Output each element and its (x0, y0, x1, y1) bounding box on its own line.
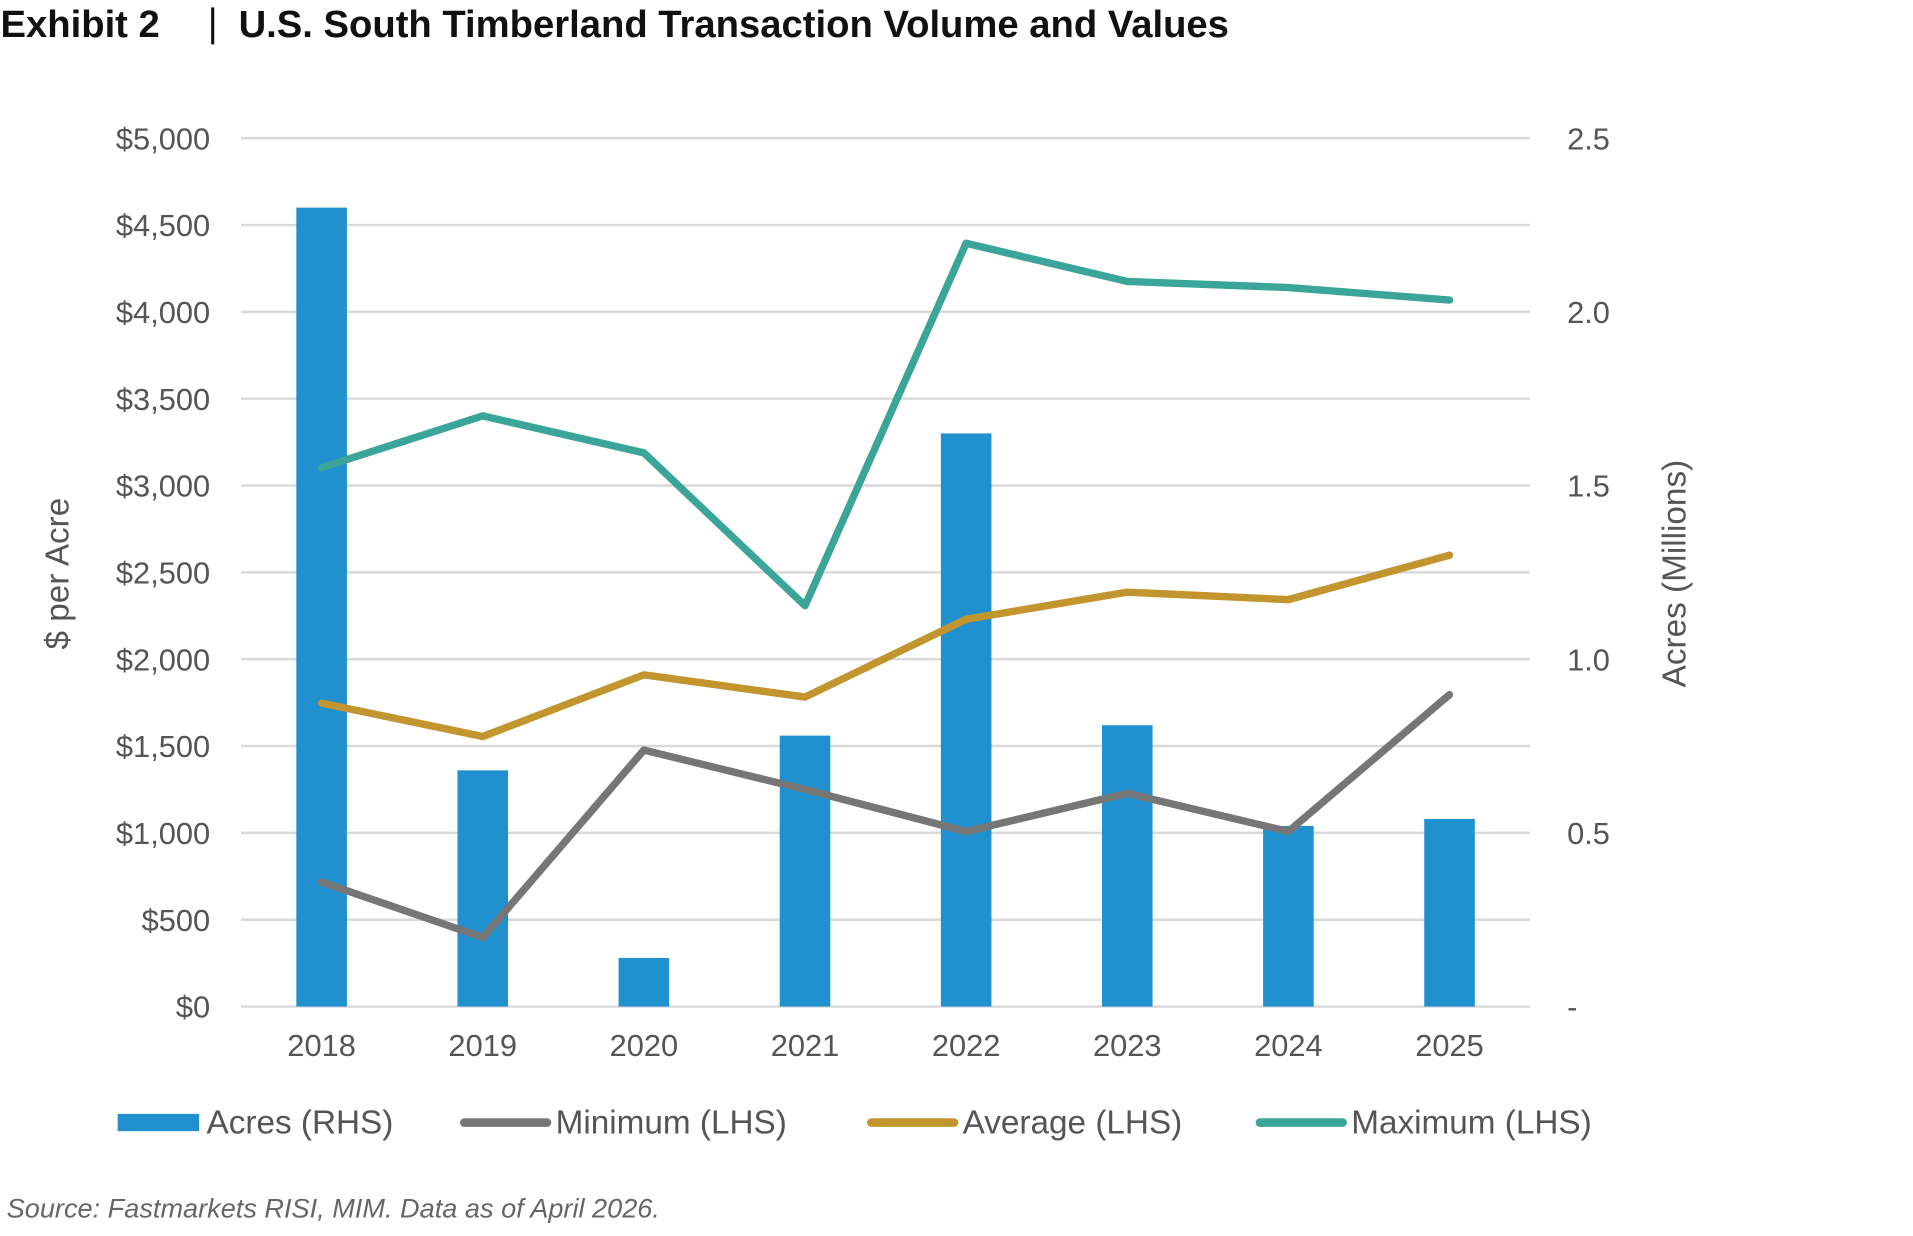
lines (317, 239, 1454, 942)
bars (296, 207, 1475, 1007)
legend: Acres (RHS) Minimum (LHS) Average (LHS) Max… (117, 1105, 1592, 1142)
gridlines (241, 136, 1531, 1008)
y2-axis-label: Acres (Millions) (1657, 460, 1694, 688)
x-tick-label: 2019 (448, 1028, 517, 1063)
legend-label: Maximum (LHS) (1351, 1105, 1592, 1142)
y-tick-label: $2,000 (116, 642, 210, 677)
legend-item: Maximum (LHS) (1255, 1105, 1592, 1142)
chart-title: U.S. South Timberland Transaction Volume… (239, 3, 1229, 46)
bar-acres (618, 957, 670, 1007)
y-axis-left: $0 $500 $1,000 $1,500 $2,000 $2,500 $3,000 $3,5… (116, 121, 210, 1024)
y-tick-label: $2,500 (116, 555, 210, 590)
x-tick-label: 2025 (1415, 1028, 1484, 1063)
y-tick-label: $5,000 (116, 121, 210, 156)
bar-acres (457, 770, 509, 1007)
y-tick-label: $3,500 (116, 382, 210, 417)
line-maximum (317, 239, 1454, 610)
bar-acres (296, 207, 347, 1007)
y2-tick-label: 1.5 (1567, 469, 1610, 504)
x-axis: 2018 2019 2020 2021 2022 2023 2024 2025 (287, 1028, 1484, 1063)
y2-tick-label: 2.5 (1567, 121, 1610, 156)
line-minimum (317, 690, 1454, 942)
y2-tick-label: - (1567, 990, 1577, 1025)
x-tick-label: 2018 (287, 1028, 356, 1063)
chart-title-left: Exhibit 2 (1, 3, 160, 46)
source-note: Source: Fastmarkets RISI, MIM. Data as o… (7, 1192, 660, 1223)
line-average (317, 551, 1454, 741)
legend-label: Average (LHS) (963, 1105, 1183, 1142)
bar-acres (1424, 818, 1475, 1007)
y2-tick-label: 2.0 (1567, 295, 1610, 330)
x-tick-label: 2021 (771, 1028, 840, 1063)
y2-tick-label: 1.0 (1567, 642, 1610, 677)
y-tick-label: $4,000 (116, 295, 210, 330)
bar-acres (1101, 725, 1153, 1007)
y-tick-label: $3,000 (116, 469, 210, 504)
legend-item: Minimum (LHS) (460, 1105, 787, 1142)
legend-item: Average (LHS) (867, 1105, 1183, 1142)
y2-tick-label: 0.5 (1567, 816, 1610, 851)
y-tick-label: $0 (176, 990, 210, 1025)
bar-acres (940, 433, 992, 1007)
y-tick-label: $1,000 (116, 816, 210, 851)
legend-label: Acres (RHS) (207, 1105, 394, 1142)
legend-swatch (117, 1113, 200, 1132)
x-tick-label: 2024 (1254, 1028, 1323, 1063)
y-tick-label: $4,500 (116, 208, 210, 243)
bar-acres (779, 735, 831, 1007)
bar-acres (1263, 825, 1314, 1007)
y-axis-label: $ per Acre (39, 498, 76, 650)
y-tick-label: $500 (142, 903, 211, 938)
x-tick-label: 2020 (610, 1028, 679, 1063)
x-tick-label: 2022 (932, 1028, 1001, 1063)
legend-label: Minimum (LHS) (556, 1105, 787, 1142)
x-tick-label: 2023 (1093, 1028, 1162, 1063)
y-axis-right: - 0.5 1.0 1.5 2.0 2.5 (1567, 121, 1610, 1024)
legend-item: Acres (RHS) (117, 1105, 394, 1142)
y-tick-label: $1,500 (116, 729, 210, 764)
